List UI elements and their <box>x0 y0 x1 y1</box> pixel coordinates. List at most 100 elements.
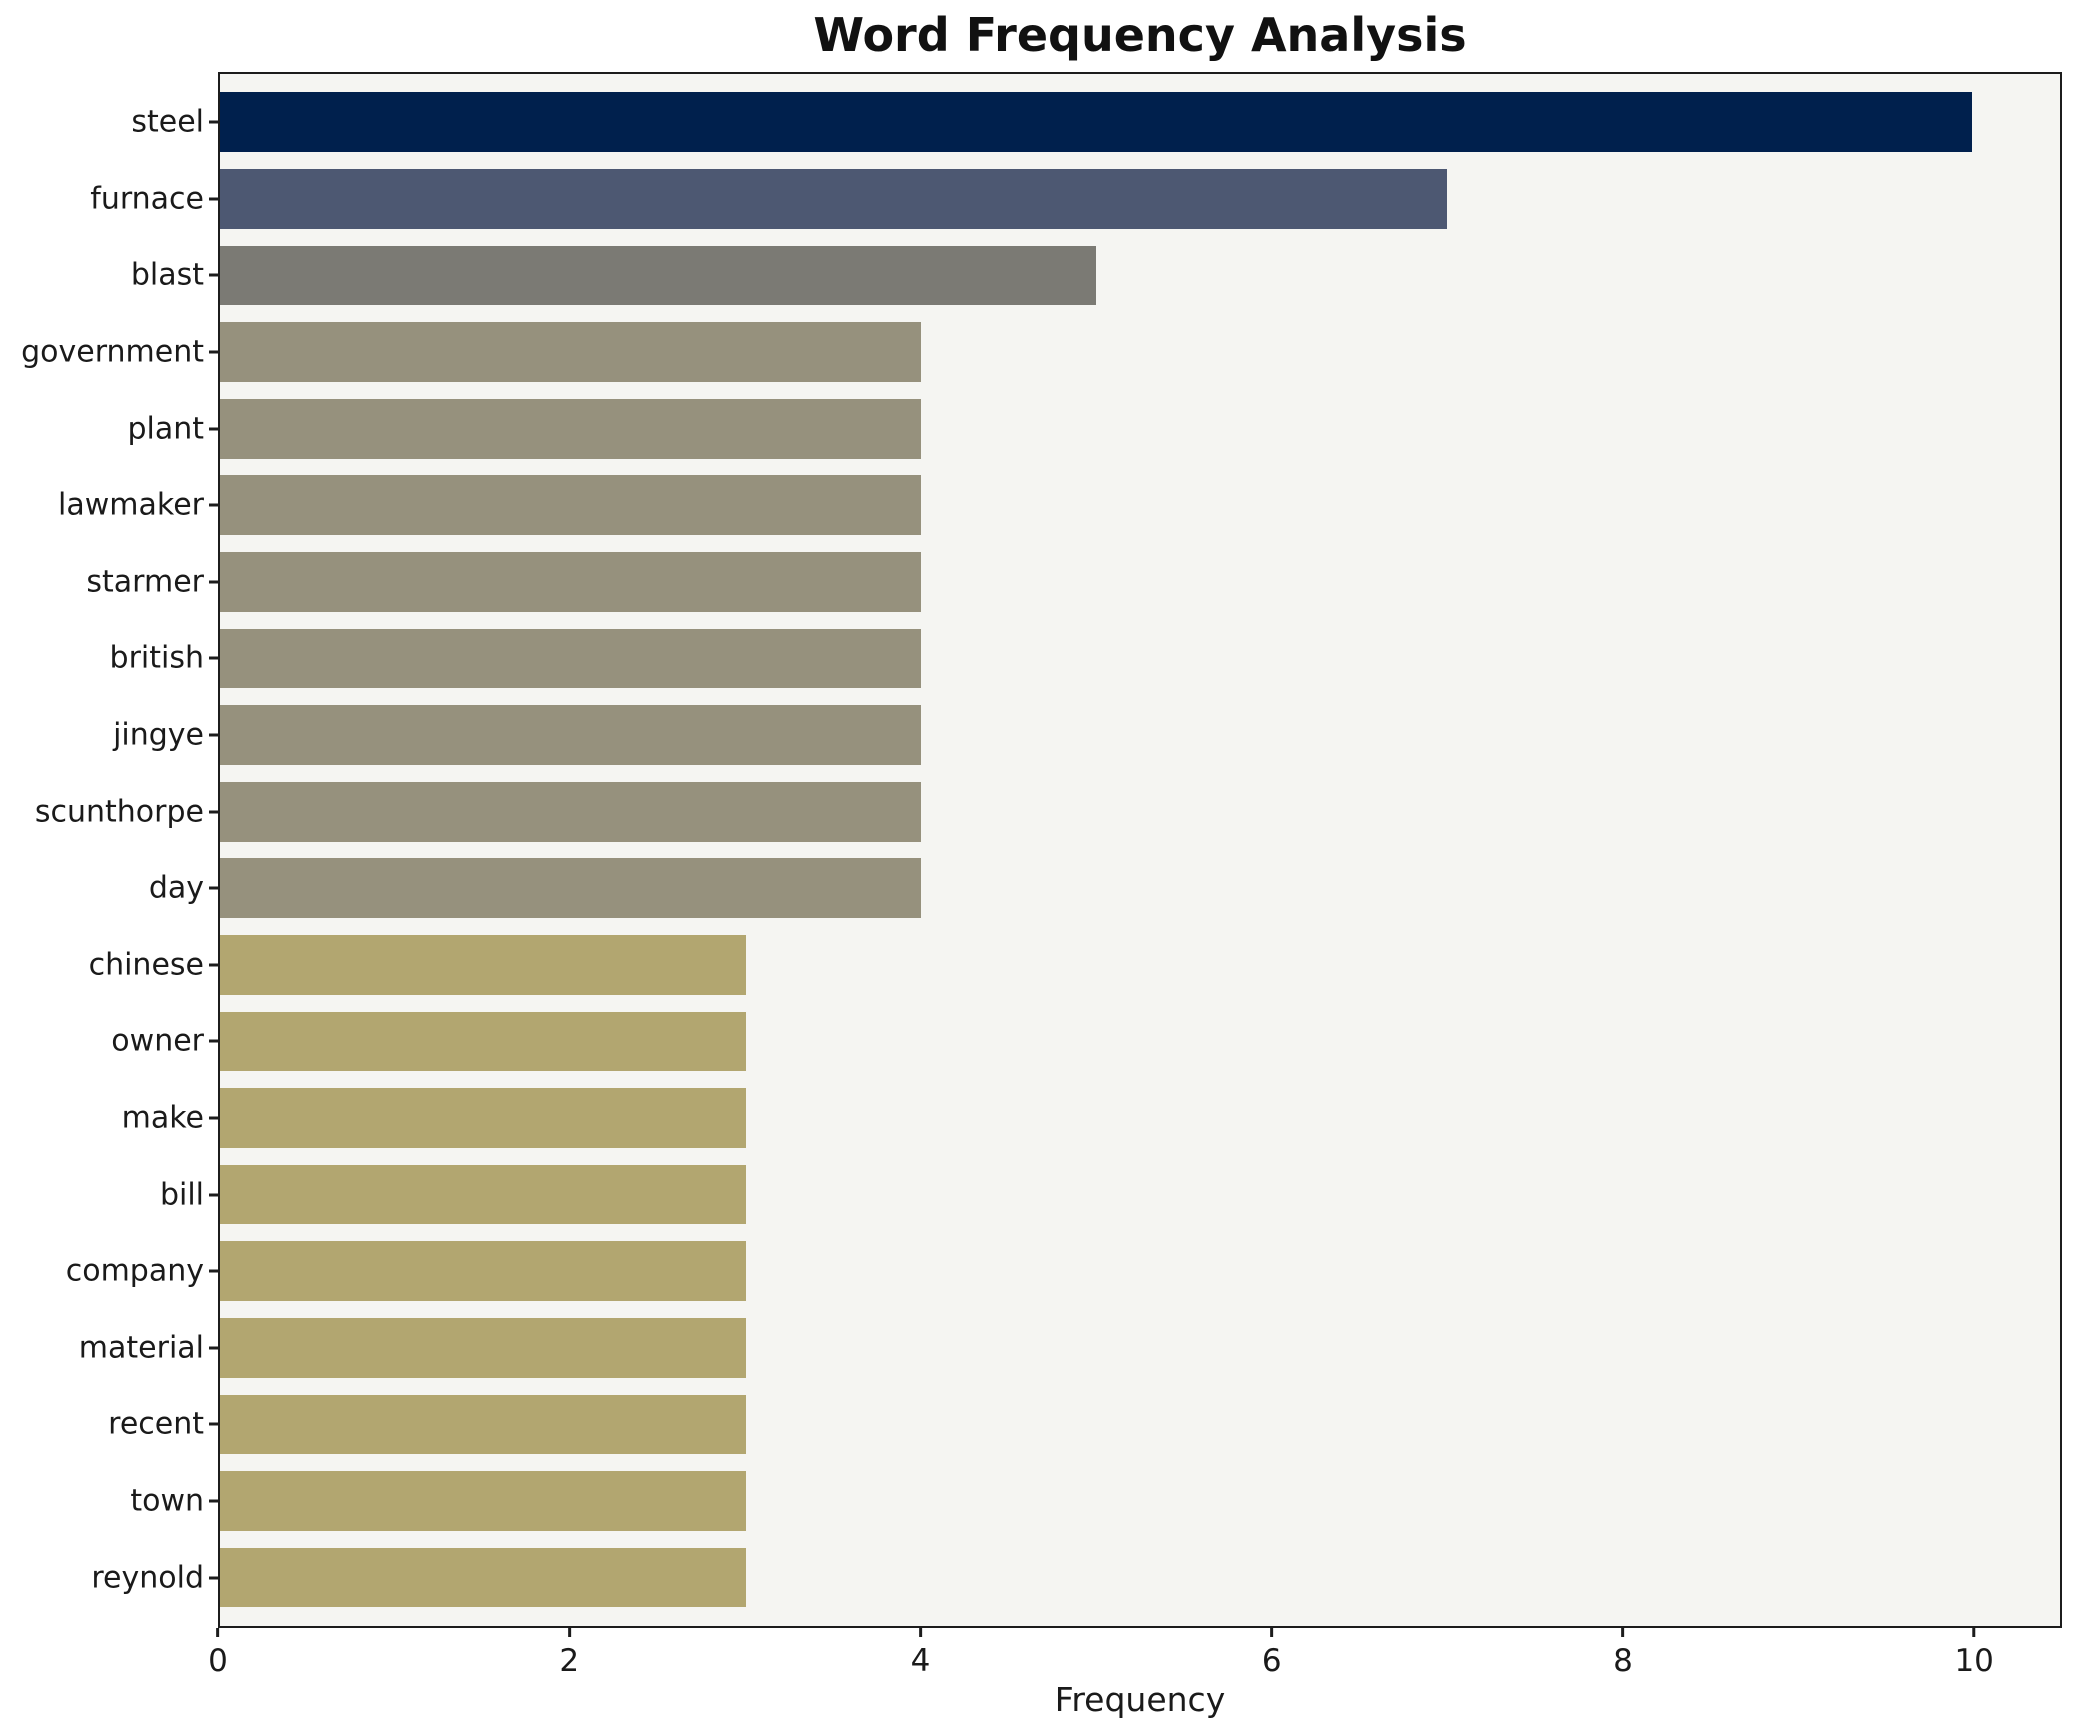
bar <box>220 705 921 765</box>
bar-row: owner <box>111 1003 2060 1080</box>
bar <box>220 551 921 612</box>
y-axis-label: recent <box>108 1406 204 1442</box>
x-tick: 10 <box>1954 1628 1994 1679</box>
y-axis-label: chinese <box>88 947 204 983</box>
bar-row: material <box>79 1310 2060 1387</box>
y-tick-mark <box>209 273 218 277</box>
bar-row: jingye <box>113 697 2060 774</box>
y-axis-label: plant <box>127 411 204 447</box>
y-axis-label: make <box>121 1100 204 1136</box>
x-tick-mark <box>567 1628 571 1637</box>
bar <box>220 781 921 842</box>
bar-row: lawmaker <box>58 467 2060 544</box>
bar-row: blast <box>131 237 2060 314</box>
bar <box>220 1241 746 1302</box>
bar-row: plant <box>127 390 2060 467</box>
x-tick-label: 0 <box>208 1643 228 1679</box>
y-tick-mark <box>209 1422 218 1426</box>
bar-row: starmer <box>86 544 2060 621</box>
x-tick-mark <box>1621 1628 1625 1637</box>
x-tick: 2 <box>559 1628 579 1679</box>
y-axis-label: scunthorpe <box>34 794 204 830</box>
y-axis-label: material <box>78 1330 204 1366</box>
y-axis-label: starmer <box>86 564 204 600</box>
y-axis-label: steel <box>131 104 204 140</box>
bar <box>220 475 921 536</box>
y-tick-mark <box>209 350 218 354</box>
bar <box>220 1471 746 1531</box>
x-axis-ticks: 0 2 4 6 8 10 <box>208 1628 2062 1684</box>
x-tick: 6 <box>1262 1628 1282 1679</box>
bar <box>220 245 1097 306</box>
x-tick-label: 8 <box>1613 1643 1633 1679</box>
x-axis-title: Frequency <box>1054 1680 1226 1719</box>
y-axis-label: lawmaker <box>58 487 204 523</box>
y-tick-mark <box>209 733 218 737</box>
y-tick-mark <box>209 197 218 201</box>
bar-row: furnace <box>90 161 2060 238</box>
y-axis-label: blast <box>130 257 204 293</box>
y-tick-mark <box>209 1576 218 1580</box>
bar <box>220 92 1973 153</box>
y-axis-label: jingye <box>113 717 204 753</box>
bar <box>220 322 921 382</box>
y-axis-label: government <box>21 334 204 370</box>
bar <box>220 169 1447 229</box>
y-tick-mark <box>209 656 218 660</box>
y-axis-label: day <box>148 870 204 906</box>
y-axis-label: reynold <box>91 1560 204 1596</box>
plot-area: steel furnace blast government plant lawmaker… <box>21 72 2062 1628</box>
y-axis-label: british <box>109 640 204 676</box>
y-axis-label: town <box>130 1483 204 1519</box>
y-axis-label: company <box>65 1253 204 1289</box>
bar <box>220 1088 746 1148</box>
bar-row: chinese <box>89 927 2060 1004</box>
y-tick-mark <box>209 580 218 584</box>
y-tick-mark <box>209 810 218 814</box>
y-tick-mark <box>209 427 218 431</box>
bar-row: bill <box>160 1156 2060 1233</box>
y-tick-mark <box>209 503 218 507</box>
y-axis-label: owner <box>111 1023 204 1059</box>
bar <box>220 628 921 689</box>
x-tick-mark <box>1972 1628 1976 1637</box>
y-tick-mark <box>209 1269 218 1273</box>
y-tick-mark <box>209 1346 218 1350</box>
x-tick-mark <box>918 1628 922 1637</box>
x-tick-label: 4 <box>910 1643 931 1679</box>
bar-row: make <box>122 1080 2060 1157</box>
x-tick: 0 <box>208 1628 228 1679</box>
y-axis-label: furnace <box>90 181 204 217</box>
bars: steel furnace blast government plant lawmaker… <box>21 74 2060 1626</box>
bar <box>220 1394 746 1455</box>
y-axis-label: bill <box>159 1177 204 1213</box>
bar-row: reynold <box>91 1539 2060 1616</box>
bar-row: company <box>66 1233 2060 1310</box>
x-tick: 8 <box>1613 1628 1633 1679</box>
bar-row: day <box>149 850 2060 927</box>
bar-row: british <box>110 620 2060 697</box>
y-tick-mark <box>209 886 218 890</box>
bar-row: town <box>130 1463 2060 1540</box>
bar <box>220 934 746 995</box>
x-tick: 4 <box>910 1628 931 1679</box>
bar-row: recent <box>108 1386 2060 1463</box>
chart-title: Word Frequency Analysis <box>813 8 1467 62</box>
bar-row: scunthorpe <box>35 773 2060 850</box>
y-tick-mark <box>209 1116 218 1120</box>
y-tick-mark <box>209 1499 218 1503</box>
bar <box>220 858 921 919</box>
x-tick-label: 6 <box>1261 1643 1282 1679</box>
bar <box>220 1547 746 1608</box>
x-tick-mark <box>1270 1628 1274 1637</box>
x-tick-mark <box>216 1628 220 1637</box>
y-tick-mark <box>209 1039 218 1043</box>
bar-row: government <box>21 314 2060 391</box>
y-tick-mark <box>209 120 218 124</box>
x-tick-label: 10 <box>1954 1643 1994 1679</box>
bar <box>220 398 921 459</box>
x-tick-label: 2 <box>559 1643 580 1679</box>
bar <box>220 1164 746 1225</box>
y-tick-mark <box>209 963 218 967</box>
